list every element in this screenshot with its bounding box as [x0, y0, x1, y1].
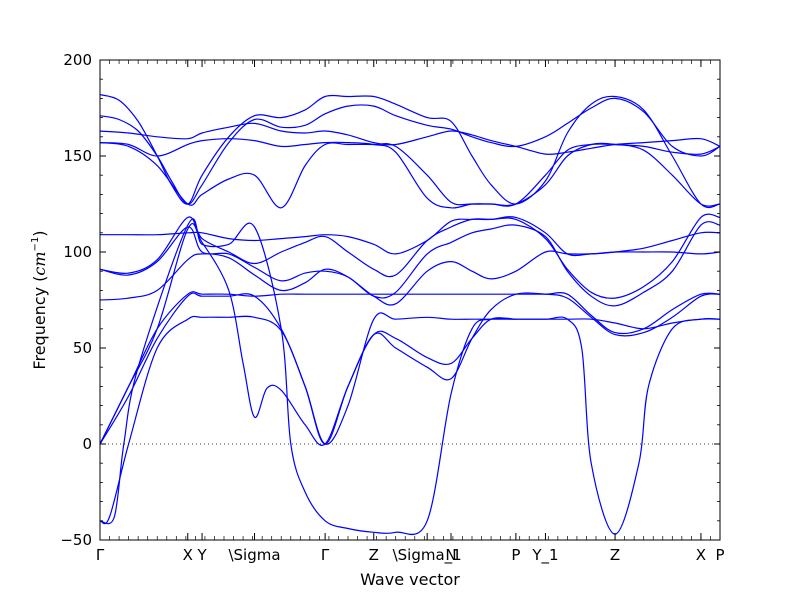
- x-tick-label: \Sigma_1: [393, 546, 462, 565]
- band-line-1: [100, 94, 720, 209]
- band-lines: [100, 94, 720, 536]
- band-line-7: [100, 213, 720, 299]
- x-tick-label: \Sigma: [228, 546, 280, 564]
- x-tick-label: P: [715, 546, 724, 564]
- y-axis-label-unit: cm: [30, 251, 49, 275]
- y-tick-label: 0: [82, 435, 92, 453]
- x-tick-label: P: [511, 546, 520, 564]
- band-line-11: [100, 292, 720, 445]
- y-axis: 200 150 100 50 0 −50: [60, 51, 720, 549]
- x-tick-label: Z: [369, 546, 379, 564]
- y-tick-label: 150: [63, 147, 92, 165]
- x-tick-label: X: [183, 546, 193, 564]
- y-axis-label-unit-exponent: −1: [30, 237, 41, 252]
- band-line-5: [100, 138, 720, 209]
- y-axis-label-close-paren: ): [30, 230, 49, 236]
- x-tick-label: Z: [610, 546, 620, 564]
- x-tick-label: Y: [196, 546, 207, 564]
- x-axis-label: Wave vector: [360, 570, 460, 589]
- y-tick-label: 200: [63, 51, 92, 69]
- band-line-13: [100, 222, 516, 446]
- y-tick-label: −50: [60, 531, 92, 549]
- x-axis: Γ X Y \Sigma Γ Z \Sigma_1N P Y_1 Z X P: [96, 60, 725, 565]
- plot-frame: [99, 59, 721, 541]
- x-tick-label: X: [696, 546, 706, 564]
- x-tick-label: Γ: [96, 546, 105, 564]
- x-tick-label: Γ: [321, 546, 330, 564]
- band-line-8: [100, 221, 720, 307]
- y-tick-label: 50: [73, 339, 92, 357]
- y-axis-label-text: Frequency: [30, 287, 49, 370]
- y-tick-label: 100: [63, 243, 92, 261]
- y-axis-label: Frequency (cm−1): [30, 230, 49, 369]
- y-axis-label-open-paren: (: [30, 276, 49, 287]
- x-tick-label: Y_1: [531, 546, 558, 565]
- band-line-10: [100, 291, 720, 445]
- band-line-12: [100, 312, 720, 525]
- x-tick-label: N: [445, 546, 456, 564]
- band-line-9: [100, 250, 720, 306]
